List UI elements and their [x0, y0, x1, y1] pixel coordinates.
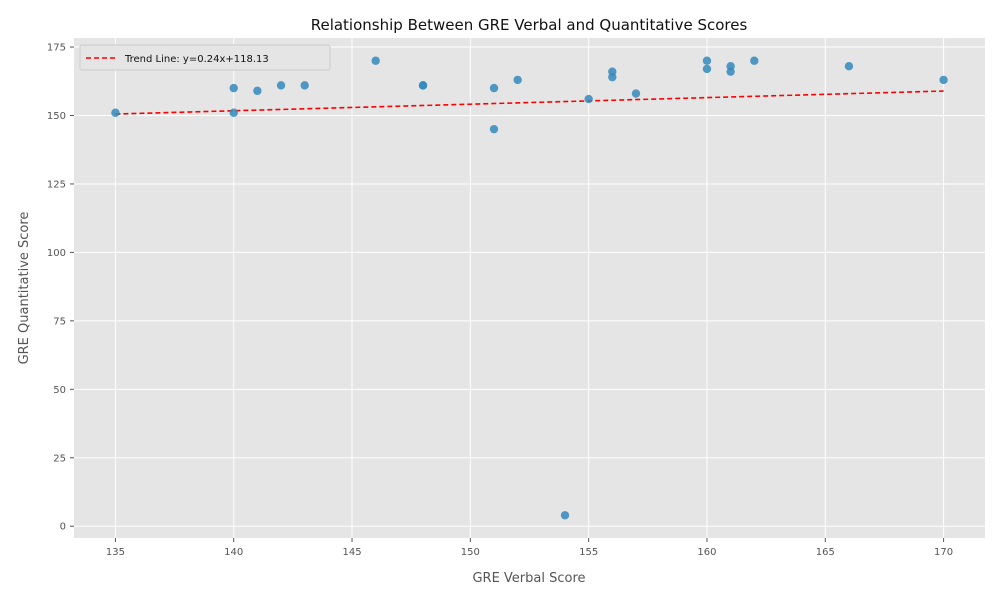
scatter-point	[702, 56, 712, 65]
scatter-point	[489, 124, 499, 134]
scatter-point	[229, 108, 238, 117]
legend: Trend Line: y=0.24x+118.13	[79, 44, 331, 71]
x-tick-label: 155	[579, 547, 598, 558]
x-tick-label: 140	[224, 547, 243, 558]
y-tick-label: 50	[53, 385, 66, 396]
x-tick-label: 170	[934, 547, 953, 558]
scatter-point	[418, 81, 428, 90]
y-tick-label: 100	[47, 248, 66, 259]
x-tick-label: 160	[697, 547, 716, 558]
trend-line	[115, 90, 944, 115]
scatter-point	[750, 56, 759, 65]
scatter-point	[560, 511, 570, 520]
trend-line-layer	[115, 90, 944, 115]
grid-lines	[74, 38, 985, 538]
plot-area	[74, 38, 985, 538]
y-tick-label: 150	[47, 111, 66, 122]
y-tick-label: 75	[53, 316, 66, 327]
chart-title: Relationship Between GRE Verbal and Quan…	[311, 16, 748, 34]
scatter-point	[229, 83, 238, 93]
x-tick-label: 145	[342, 547, 361, 558]
scatter-point	[111, 108, 120, 117]
scatter-point	[371, 56, 380, 65]
y-axis-ticks: 0 25 50 75 100 125 150 175	[47, 43, 74, 533]
y-tick-label: 175	[47, 43, 66, 54]
data-points	[111, 56, 948, 520]
x-tick-label: 135	[106, 547, 125, 558]
scatter-point	[513, 75, 522, 85]
scatter-point	[631, 89, 641, 98]
y-axis-label: GRE Quantitative Score	[17, 212, 32, 365]
scatter-point	[939, 75, 948, 85]
x-tick-label: 150	[461, 547, 480, 558]
scatter-point	[844, 62, 854, 71]
scatter-point	[300, 81, 309, 90]
x-axis-ticks: 135 140 145 150 155 160 165 170	[106, 538, 953, 558]
scatter-point	[253, 86, 262, 96]
scatter-point	[726, 67, 735, 76]
scatter-point	[584, 94, 593, 104]
y-tick-label: 125	[47, 179, 66, 190]
scatter-point	[702, 64, 712, 74]
x-tick-label: 165	[816, 547, 835, 558]
y-tick-label: 0	[60, 522, 66, 533]
x-axis-label: GRE Verbal Score	[472, 571, 585, 586]
legend-box	[79, 44, 331, 71]
scatter-point	[276, 81, 286, 90]
scatter-point	[608, 72, 617, 82]
legend-trend-label: Trend Line: y=0.24x+118.13	[124, 54, 269, 65]
y-tick-label: 25	[53, 453, 66, 464]
scatter-point	[489, 83, 499, 93]
